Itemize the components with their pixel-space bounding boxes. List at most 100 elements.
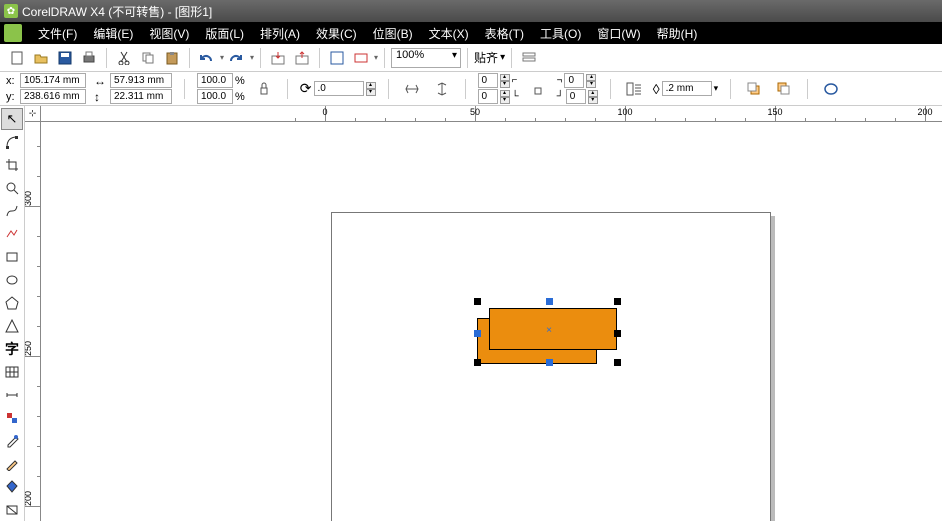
open-button[interactable]	[30, 47, 52, 69]
x-input[interactable]: 105.174 mm	[20, 73, 86, 88]
selection-handle[interactable]	[546, 359, 553, 366]
new-button[interactable]	[6, 47, 28, 69]
outline-tool[interactable]	[1, 453, 23, 475]
selection-handle[interactable]	[546, 298, 553, 305]
menu-text[interactable]: 文本(X)	[421, 25, 477, 42]
welcome-button[interactable]	[350, 47, 372, 69]
selection-handle[interactable]	[614, 298, 621, 305]
menu-bitmap[interactable]: 位图(B)	[365, 25, 421, 42]
to-front-button[interactable]	[743, 78, 765, 100]
corner-lock-button[interactable]	[527, 78, 549, 100]
menu-bar: 文件(F) 编辑(E) 视图(V) 版面(L) 排列(A) 效果(C) 位图(B…	[0, 22, 942, 44]
menu-file[interactable]: 文件(F)	[30, 25, 85, 42]
save-button[interactable]	[54, 47, 76, 69]
ruler-origin[interactable]: ⊹	[25, 106, 41, 122]
snap-label: 贴齐	[474, 49, 498, 66]
menu-window[interactable]: 窗口(W)	[589, 25, 648, 42]
zoom-tool[interactable]	[1, 177, 23, 199]
dimension-tool[interactable]	[1, 384, 23, 406]
menu-layout[interactable]: 版面(L)	[197, 25, 252, 42]
lock-ratio-button[interactable]	[253, 78, 275, 100]
selection-handle[interactable]	[474, 330, 481, 337]
redo-dropdown-icon[interactable]: ▾	[250, 53, 254, 62]
canvas-area: ⊹ 050100150200 200250300 ×	[25, 106, 942, 521]
shape-tool[interactable]	[1, 131, 23, 153]
selection-handle[interactable]	[474, 298, 481, 305]
menu-view[interactable]: 视图(V)	[141, 25, 197, 42]
polygon-tool[interactable]	[1, 292, 23, 314]
wrap-text-button[interactable]	[623, 78, 645, 100]
mirror-h-button[interactable]	[401, 78, 423, 100]
separator	[260, 48, 261, 68]
selection-handle[interactable]	[614, 330, 621, 337]
spinner[interactable]: ▴▾	[500, 90, 510, 104]
app-launcher-button[interactable]	[326, 47, 348, 69]
outline-dropdown-icon[interactable]: ▾	[714, 83, 719, 94]
scale-x-input[interactable]: 100.0	[197, 73, 233, 88]
corner2a-input[interactable]: 0	[564, 73, 584, 88]
corner2b-input[interactable]: 0	[566, 89, 586, 104]
freehand-tool[interactable]	[1, 200, 23, 222]
menu-edit[interactable]: 编辑(E)	[85, 25, 141, 42]
percent-label: %	[235, 75, 245, 87]
text-tool[interactable]: 字	[1, 338, 23, 360]
smart-drawing-tool[interactable]	[1, 223, 23, 245]
pick-tool[interactable]: ↖	[1, 108, 23, 130]
spinner[interactable]: ▴▾	[500, 74, 510, 88]
fill-tool[interactable]	[1, 476, 23, 498]
separator	[807, 79, 808, 99]
page	[331, 212, 771, 521]
y-input[interactable]: 238.616 mm	[20, 89, 86, 104]
cut-button[interactable]	[113, 47, 135, 69]
launcher-dropdown-icon[interactable]: ▾	[374, 53, 378, 62]
interactive-tool[interactable]	[1, 407, 23, 429]
outline-width-input[interactable]: .2 mm	[662, 81, 712, 96]
width-input[interactable]: 57.913 mm	[110, 73, 172, 88]
snap-dropdown-icon[interactable]: ▾	[500, 52, 505, 63]
selection-center-icon[interactable]: ×	[545, 327, 553, 335]
corner1b-input[interactable]: 0	[478, 89, 498, 104]
interactive-fill-tool[interactable]	[1, 499, 23, 521]
ellipse-tool[interactable]	[1, 269, 23, 291]
height-input[interactable]: 22.311 mm	[110, 89, 172, 104]
menu-tools[interactable]: 工具(O)	[532, 25, 589, 42]
mirror-v-button[interactable]	[431, 78, 453, 100]
horizontal-ruler[interactable]: 050100150200	[41, 106, 942, 122]
selection-handle[interactable]	[614, 359, 621, 366]
menu-table[interactable]: 表格(T)	[477, 25, 532, 42]
zoom-select[interactable]: 100%	[391, 48, 461, 68]
rotation-input[interactable]: .0	[314, 81, 364, 96]
vertical-ruler[interactable]: 200250300	[25, 122, 41, 521]
eyedropper-tool[interactable]	[1, 430, 23, 452]
spinner[interactable]: ▴▾	[588, 90, 598, 104]
basic-shapes-tool[interactable]	[1, 315, 23, 337]
redo-button[interactable]	[226, 47, 248, 69]
separator	[465, 79, 466, 99]
corner-icon: ⌐	[512, 75, 518, 86]
convert-curves-button[interactable]	[820, 78, 842, 100]
selection-handle[interactable]	[474, 359, 481, 366]
options-button[interactable]	[518, 47, 540, 69]
to-back-button[interactable]	[773, 78, 795, 100]
print-button[interactable]	[78, 47, 100, 69]
menu-effects[interactable]: 效果(C)	[308, 25, 365, 42]
import-button[interactable]	[267, 47, 289, 69]
undo-dropdown-icon[interactable]: ▾	[220, 53, 224, 62]
rectangle-shape-front[interactable]	[489, 308, 617, 350]
scale-y-input[interactable]: 100.0	[197, 89, 233, 104]
undo-button[interactable]	[196, 47, 218, 69]
copy-button[interactable]	[137, 47, 159, 69]
export-button[interactable]	[291, 47, 313, 69]
y-label: y:	[6, 91, 18, 103]
table-tool[interactable]	[1, 361, 23, 383]
separator	[106, 48, 107, 68]
paste-button[interactable]	[161, 47, 183, 69]
rectangle-tool[interactable]	[1, 246, 23, 268]
drawing-canvas[interactable]: ×	[41, 122, 942, 521]
corner1a-input[interactable]: 0	[478, 73, 498, 88]
crop-tool[interactable]	[1, 154, 23, 176]
menu-help[interactable]: 帮助(H)	[649, 25, 706, 42]
spinner[interactable]: ▴▾	[586, 74, 596, 88]
menu-arrange[interactable]: 排列(A)	[252, 25, 308, 42]
rotation-spinner[interactable]: ▴▾	[366, 82, 376, 96]
